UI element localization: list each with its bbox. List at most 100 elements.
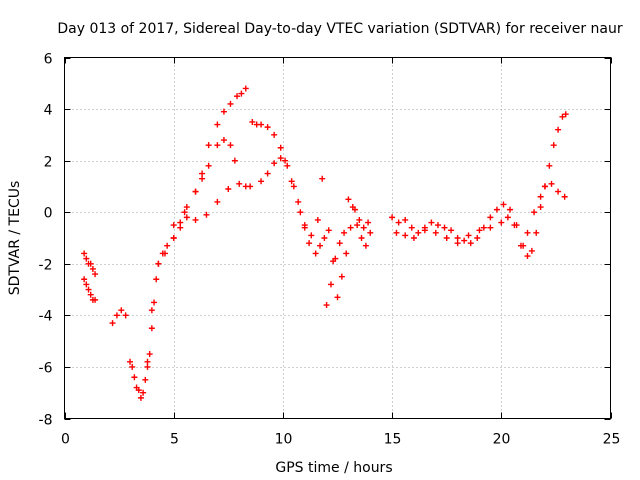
data-point (524, 253, 531, 260)
x-tick-label: 0 (61, 432, 70, 448)
data-point (528, 247, 535, 254)
data-point (142, 376, 149, 383)
data-point (183, 204, 190, 211)
data-point (325, 227, 332, 234)
data-point (410, 235, 417, 241)
data-point (308, 232, 315, 239)
data-point (498, 219, 505, 226)
data-point (507, 206, 514, 213)
x-tick-label: 20 (493, 432, 511, 448)
data-point (144, 363, 151, 370)
data-point (434, 222, 441, 229)
series-track-k (393, 180, 568, 249)
data-point (199, 175, 206, 182)
data-point (151, 299, 158, 306)
data-point (277, 144, 284, 151)
data-point (148, 325, 155, 332)
y-axis-label: SDTVAR / TECUs (7, 181, 23, 296)
data-point (461, 237, 468, 244)
series-track-f (170, 180, 249, 229)
data-point (131, 374, 138, 381)
x-tick-label: 5 (170, 432, 179, 448)
data-point (362, 242, 369, 249)
data-point (297, 209, 304, 216)
data-point (432, 229, 439, 236)
data-point (140, 389, 147, 396)
data-point (92, 271, 99, 278)
data-point (109, 320, 116, 327)
x-tick-label: 15 (384, 432, 402, 448)
data-point (354, 222, 361, 229)
data-point (467, 240, 474, 247)
data-point (85, 286, 92, 293)
y-tick-label: 4 (44, 103, 53, 119)
data-point (113, 312, 120, 319)
data-point (177, 219, 184, 226)
data-point (144, 358, 151, 365)
series-track-e (144, 137, 238, 365)
data-point (504, 214, 511, 221)
data-point (511, 222, 518, 229)
data-point (87, 260, 94, 267)
data-point (164, 242, 171, 249)
y-tick-label: 2 (44, 155, 53, 171)
data-point (214, 142, 221, 149)
data-point (277, 155, 284, 162)
data-point (327, 281, 334, 288)
data-point (227, 142, 234, 149)
y-tick-label: 0 (44, 206, 53, 222)
data-point (336, 240, 343, 247)
data-point (546, 162, 553, 169)
y-tick-label: -6 (39, 361, 53, 377)
data-point (146, 351, 153, 358)
data-point (533, 229, 540, 236)
data-point (474, 235, 481, 241)
data-point (295, 198, 302, 205)
data-point (330, 258, 337, 265)
data-point (517, 242, 524, 249)
data-point (242, 85, 249, 92)
data-point (231, 157, 238, 164)
y-tick-label: -4 (39, 309, 53, 325)
data-point (220, 108, 227, 115)
data-point (454, 240, 461, 247)
data-point (395, 219, 402, 226)
data-points (81, 85, 569, 401)
data-point (415, 229, 422, 236)
data-point (249, 118, 256, 125)
data-point (393, 229, 400, 236)
series-track-j (389, 111, 569, 260)
y-tick-label: 6 (44, 52, 53, 68)
data-point (347, 224, 354, 231)
data-point (264, 170, 271, 177)
data-point (192, 188, 199, 195)
data-point (421, 227, 428, 234)
data-point (170, 222, 177, 229)
data-point (225, 186, 232, 193)
data-point (321, 235, 328, 241)
data-point (87, 291, 94, 298)
data-point (367, 229, 374, 236)
data-point (454, 235, 461, 241)
data-point (199, 170, 206, 177)
data-point (247, 183, 254, 190)
series-track-g (247, 155, 326, 239)
data-point (288, 178, 295, 185)
data-point (487, 224, 494, 231)
data-point (89, 265, 96, 272)
series-track-d (249, 118, 328, 257)
data-point (550, 142, 557, 149)
data-point (358, 235, 365, 241)
data-point (306, 240, 313, 247)
data-point (441, 224, 448, 231)
data-point (562, 111, 569, 118)
data-point (205, 142, 212, 149)
chart-title: Day 013 of 2017, Sidereal Day-to-day VTE… (57, 21, 623, 37)
axis-ticks (64, 57, 612, 420)
data-point (334, 294, 341, 301)
data-point (541, 183, 548, 190)
data-point (408, 224, 415, 231)
data-point (234, 93, 241, 100)
data-point (137, 394, 144, 401)
data-point (537, 193, 544, 200)
